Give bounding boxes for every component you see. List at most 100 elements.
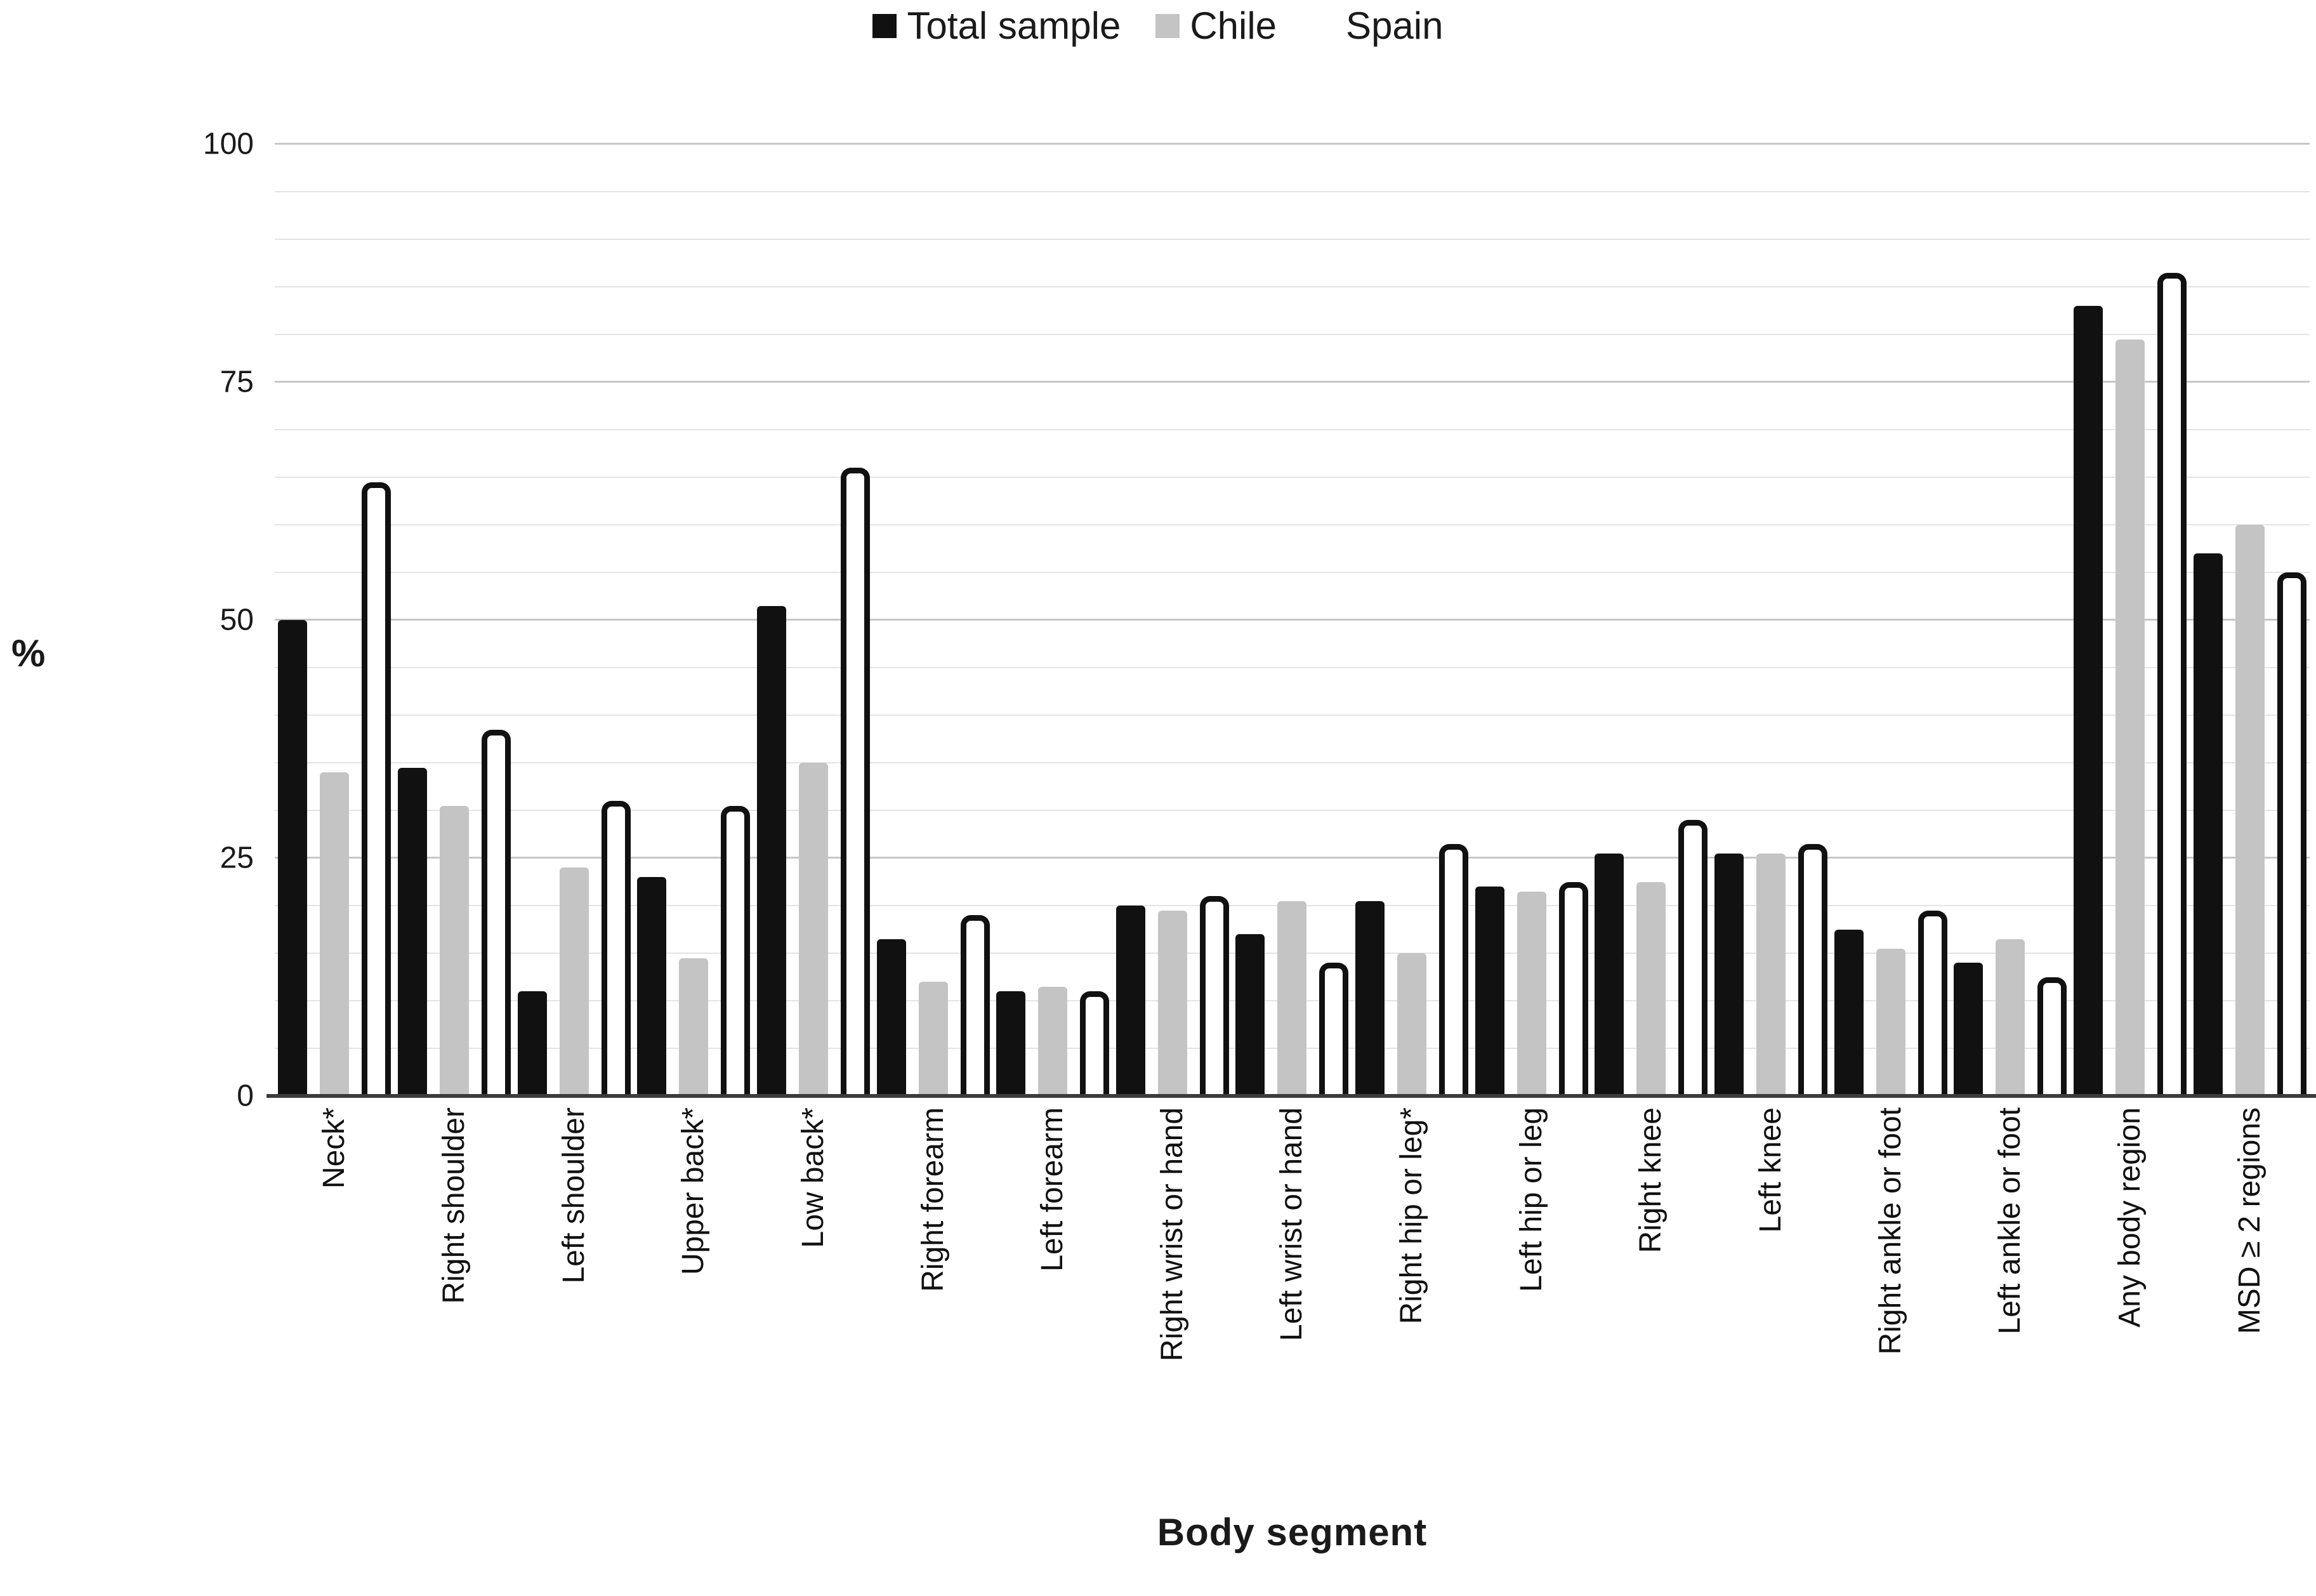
bar-spain [2157, 272, 2187, 1096]
x-category-label: Upper back* [676, 1107, 711, 1276]
bar-chile [1397, 953, 1427, 1096]
x-label-cell: Left hip or leg [1471, 1107, 1591, 1501]
minor-gridline [275, 239, 2310, 240]
x-category-label: Left knee [1754, 1107, 1787, 1233]
x-category-label: Left hip or leg [1514, 1107, 1548, 1292]
x-category-label: Low back* [796, 1107, 830, 1248]
bar-spain [1080, 991, 1110, 1096]
bar-chile [1996, 939, 2025, 1096]
major-gridline [275, 381, 2310, 383]
bar-chile [679, 958, 709, 1096]
bar-chile [1277, 900, 1307, 1096]
x-label-cell: Right forearm [873, 1107, 993, 1501]
minor-gridline [275, 286, 2310, 287]
bar-group [873, 144, 993, 1096]
bar-group [1711, 144, 1831, 1096]
bar-chile [798, 763, 828, 1096]
x-label-cell: Right hip or leg* [1352, 1107, 1472, 1501]
major-gridline [275, 143, 2310, 145]
bar-total-sample [1954, 963, 1984, 1096]
bar-group [514, 144, 634, 1096]
x-category-label: Left forearm [1036, 1107, 1070, 1272]
x-category-label: Right forearm [916, 1107, 950, 1292]
bar-group [2070, 144, 2190, 1096]
legend-item-spain: Spain [1312, 4, 1444, 48]
bar-group [1112, 144, 1232, 1096]
x-category-label: Right knee [1634, 1107, 1668, 1253]
x-label-cell: Upper back* [634, 1107, 754, 1501]
y-axis-title: % [11, 632, 46, 675]
x-category-label: Right hip or leg* [1395, 1107, 1429, 1324]
bar-chile [559, 867, 589, 1096]
bar-group [395, 144, 515, 1096]
bar-group [2190, 144, 2310, 1096]
bar-spain [1199, 896, 1229, 1096]
bar-total-sample [1834, 929, 1864, 1096]
bar-spain [1558, 881, 1588, 1096]
x-label-cell: Left wrist or hand [1232, 1107, 1352, 1501]
minor-gridline [275, 572, 2310, 573]
bar-total-sample [996, 991, 1026, 1096]
x-label-cell: Left knee [1711, 1107, 1831, 1501]
bar-spain [2037, 977, 2067, 1096]
bar-spain [1918, 910, 1947, 1096]
bar-total-sample [876, 939, 906, 1096]
bar-group [1591, 144, 1711, 1096]
minor-gridline [275, 334, 2310, 335]
bar-total-sample [637, 877, 667, 1096]
x-label-cell: Right ankle or foot [1831, 1107, 1951, 1501]
bar-total-sample [1595, 853, 1624, 1096]
bar-group [1471, 144, 1591, 1096]
y-tick-label: 100 [202, 127, 254, 161]
bar-spain [601, 801, 631, 1096]
bar-group [634, 144, 754, 1096]
x-label-cell: Right wrist or hand [1112, 1107, 1232, 1501]
x-label-cell: Left shoulder [514, 1107, 634, 1501]
bar-chile [2235, 525, 2265, 1096]
legend-label: Spain [1346, 4, 1444, 47]
bar-group [1352, 144, 1472, 1096]
major-gridline [275, 619, 2310, 621]
x-category-label: Left wrist or hand [1275, 1107, 1309, 1342]
x-axis-title: Body segment [1157, 1511, 1428, 1553]
minor-gridline [275, 810, 2310, 811]
bar-spain [960, 915, 990, 1096]
x-category-label: Right shoulder [437, 1107, 471, 1304]
legend-label: Total sample [907, 4, 1121, 47]
bar-total-sample [756, 605, 786, 1096]
bar-chile [320, 772, 350, 1096]
bar-chile [918, 982, 948, 1096]
bar-total-sample [1355, 900, 1385, 1096]
bar-chile [1756, 853, 1786, 1096]
x-label-cell: Left ankle or foot [1951, 1107, 2070, 1501]
minor-gridline [275, 477, 2310, 478]
bar-group [1232, 144, 1352, 1096]
legend: Total sample Chile Spain [0, 4, 2316, 48]
legend-item-total-sample: Total sample [872, 4, 1121, 48]
bar-spain [1319, 963, 1349, 1096]
x-label-cell: MSD ≥ 2 regions [2190, 1107, 2310, 1501]
bar-chile [1517, 891, 1546, 1096]
x-category-label: Any body region [2112, 1107, 2147, 1328]
bar-chile [1636, 881, 1666, 1096]
x-label-cell: Left forearm [993, 1107, 1113, 1501]
bar-total-sample [1235, 934, 1265, 1096]
y-axis-ticks: 0 25 50 75 100 [102, 128, 254, 1113]
minor-gridline [275, 429, 2310, 430]
bar-spain [840, 468, 870, 1096]
bar-total-sample [1115, 906, 1145, 1096]
bar-chile [1157, 910, 1187, 1096]
x-label-cell: Right shoulder [395, 1107, 515, 1501]
bar-total-sample [397, 767, 427, 1096]
bar-group [1831, 144, 1951, 1096]
bar-total-sample [278, 620, 308, 1096]
bar-chile [439, 805, 469, 1096]
minor-gridline [275, 667, 2310, 668]
plot-area [266, 143, 2316, 1098]
bar-spain [2277, 572, 2306, 1096]
bar-total-sample [1475, 887, 1504, 1096]
bar-chile [1876, 948, 1905, 1096]
bar-spain [481, 729, 511, 1096]
bar-total-sample [1714, 853, 1744, 1096]
